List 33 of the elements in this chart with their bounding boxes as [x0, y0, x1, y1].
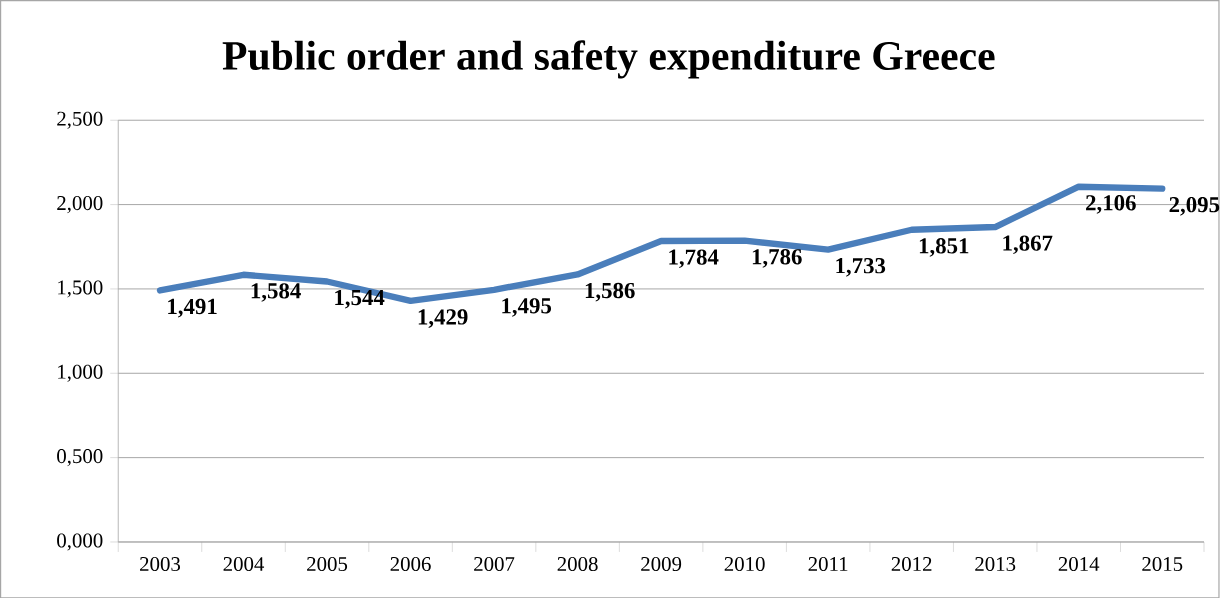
- data-label: 1,584: [251, 282, 301, 302]
- x-tick-label: 2012: [891, 556, 932, 571]
- x-tick-label: 2005: [307, 556, 348, 571]
- data-label: 1,784: [669, 249, 719, 268]
- y-tick-label: 0,500: [57, 448, 103, 466]
- y-tick-label: 0,000: [57, 533, 103, 551]
- data-label: 1,491: [168, 298, 217, 318]
- x-tick-label: 2003: [140, 556, 181, 571]
- data-label: 1,867: [1003, 235, 1053, 254]
- chart-title: Public order and safety expenditure Greece: [222, 40, 995, 79]
- data-label: 1,544: [335, 289, 385, 309]
- x-tick-label: 2013: [975, 556, 1016, 571]
- data-label: 1,851: [919, 237, 969, 257]
- x-tick-label: 2015: [1142, 556, 1183, 571]
- x-tick-label: 2007: [474, 556, 515, 571]
- x-tick-label: 2008: [557, 556, 598, 571]
- data-label: 2,106: [1086, 194, 1136, 214]
- x-tick-label: 2009: [641, 556, 682, 571]
- data-label: 1,586: [585, 282, 635, 302]
- x-tick-label: 2004: [223, 556, 265, 571]
- x-tick-label: 2011: [808, 556, 848, 571]
- data-label: 1,429: [418, 309, 468, 328]
- data-label: 2,095: [1169, 196, 1220, 216]
- x-tick-label: 2006: [390, 556, 431, 571]
- x-tick-label: 2014: [1058, 556, 1100, 571]
- y-tick-label: 2,000: [57, 195, 103, 213]
- y-tick-label: 1,000: [58, 364, 103, 382]
- y-tick-label: 2,500: [57, 111, 103, 129]
- x-tick-label: 2010: [724, 556, 765, 571]
- y-tick-label: 1,500: [58, 280, 103, 298]
- data-label: 1,495: [502, 297, 552, 317]
- data-label: 1,786: [752, 248, 802, 268]
- data-label: 1,733: [836, 257, 886, 277]
